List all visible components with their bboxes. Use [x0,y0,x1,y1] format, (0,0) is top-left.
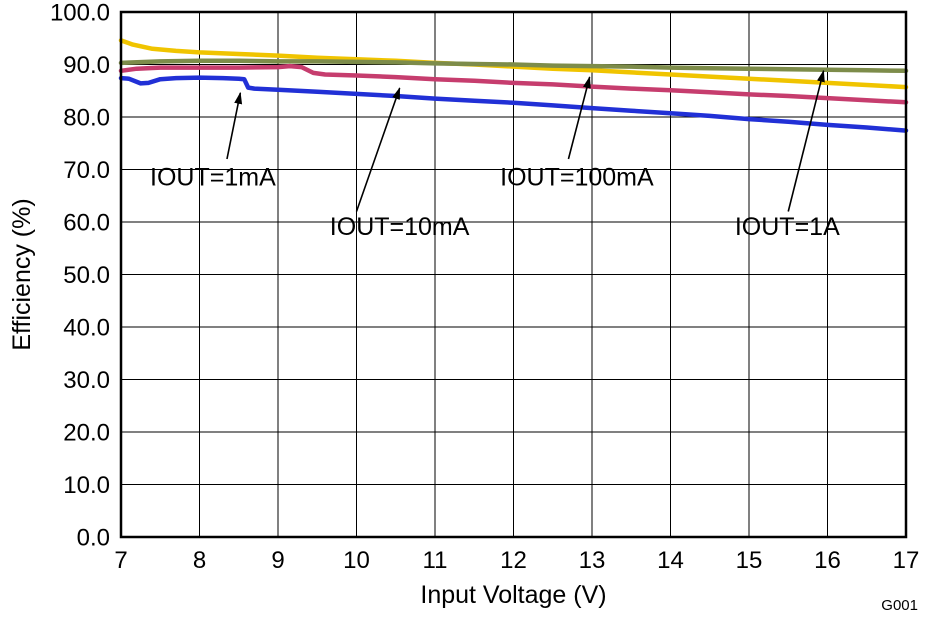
annotation-arrow [355,87,401,212]
y-tick-label: 90.0 [63,52,110,79]
y-tick-label: 100.0 [50,0,110,27]
series-iout-1ma [118,75,909,133]
y-tick-label: 40.0 [63,315,110,342]
y-tick-label: 80.0 [63,105,110,132]
x-tick-label: 7 [114,547,127,574]
series-iout-10ma [118,63,909,105]
x-tick-label: 16 [814,547,841,574]
annotation-iout-1a: IOUT=1A [735,69,840,241]
x-axis-title: Input Voltage (V) [420,581,606,609]
x-tick-label: 10 [343,547,370,574]
x-tick-label: 14 [657,547,684,574]
y-tick-label: 30.0 [63,367,110,394]
annotation-label: IOUT=1mA [150,163,276,191]
annotation-arrow [567,76,591,160]
y-tick-label: 0.0 [77,525,110,552]
annotation-iout-1ma: IOUT=1mA [150,91,276,191]
y-tick-label: 20.0 [63,420,110,447]
x-tick-label: 15 [736,547,763,574]
series-iout-1a [118,58,909,74]
x-tick-label: 8 [193,547,206,574]
x-tick-label: 9 [271,547,284,574]
y-tick-label: 70.0 [63,157,110,184]
annotation-label: IOUT=1A [735,213,840,241]
x-tick-label: 11 [423,547,448,574]
x-tick-label: 12 [500,547,527,574]
annotation-label: IOUT=100mA [500,163,654,191]
y-tick-label: 10.0 [63,472,110,499]
x-tick-label: 13 [579,547,606,574]
annotation-iout-10ma: IOUT=10mA [330,87,470,241]
annotation-label: IOUT=10mA [330,213,470,241]
annotation-iout-100ma: IOUT=100mA [500,76,654,191]
grid-lines [120,11,907,538]
plot-border [119,10,908,539]
y-tick-label: 50.0 [63,262,110,289]
figure-id: G001 [881,597,918,614]
annotation-arrow [226,91,243,160]
annotation-arrow [787,69,825,212]
x-tick-label: 17 [893,547,920,574]
y-tick-label: 60.0 [63,210,110,237]
y-axis-title: Efficiency (%) [8,198,36,350]
